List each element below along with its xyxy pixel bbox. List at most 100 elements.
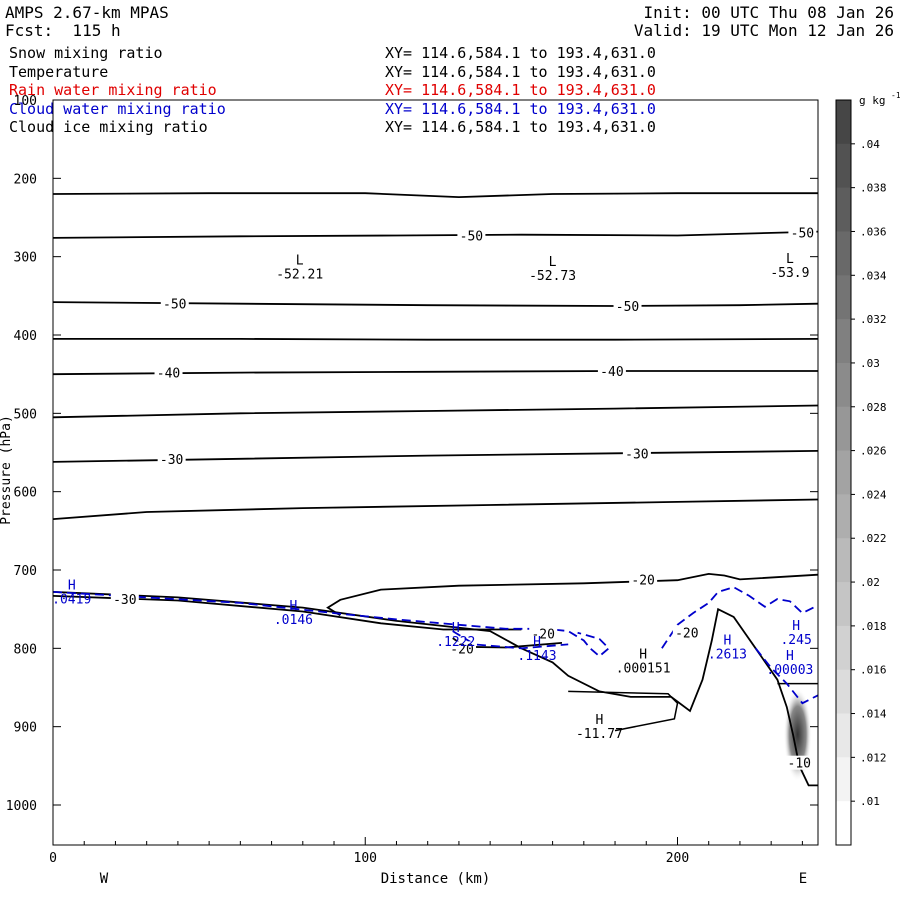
contour-label: -20 (631, 573, 654, 588)
contour-label: -40 (600, 365, 623, 380)
extremum-mark: L (296, 253, 304, 268)
y-tick-label: 400 (14, 329, 37, 344)
extremum-value: -52.21 (276, 267, 323, 282)
y-tick-label: 800 (14, 642, 37, 657)
colorbar-band (836, 757, 851, 802)
colorbar-band (836, 362, 851, 408)
colorbar-tick-label: .026 (860, 445, 887, 458)
colorbar-tick-label: .036 (860, 225, 887, 238)
colorbar-band (836, 231, 851, 276)
init-time: Init: 00 UTC Thu 08 Jan 26 (643, 3, 894, 22)
colorbar-tick-label: .03 (860, 357, 880, 370)
extremum-mark: H (290, 599, 298, 614)
colorbar-band (836, 406, 851, 452)
x-axis-label: Distance (km) (381, 871, 491, 887)
extremum-value: .1143 (517, 649, 556, 664)
contour-label-bg (160, 296, 189, 311)
colorbar-tick-label: .034 (860, 269, 887, 282)
temperature-contour (52, 192, 818, 199)
contour-label-bg (672, 625, 701, 640)
extremum-mark: L (549, 255, 557, 270)
contour-label: -50 (163, 298, 186, 313)
temperature-contour (52, 595, 522, 631)
extremum-value: .000151 (616, 661, 671, 676)
colorbar-band (836, 187, 851, 232)
contour-label: -50 (616, 300, 639, 315)
field-name: Rain water mixing ratio (9, 81, 217, 99)
colorbar-tick-label: .018 (860, 620, 887, 633)
colorbar-band (836, 582, 851, 627)
temperature-contour (52, 230, 819, 239)
temperature-contour (52, 498, 819, 520)
extremum-mark: H (68, 579, 76, 594)
y-tick-label: 600 (14, 486, 37, 501)
colorbar-band (836, 143, 851, 189)
colorbar-tick-label: .014 (860, 708, 887, 721)
contour-label: -10 (788, 757, 811, 772)
colorbar-frame (835, 99, 852, 846)
extremum-value: -52.73 (529, 269, 576, 284)
contour-label-bg (457, 228, 486, 243)
temperature-contour (52, 301, 819, 307)
plot-frame (52, 99, 819, 846)
colorbar-tick-label: .028 (860, 401, 887, 414)
cloud-water-contour (754, 647, 819, 705)
west-label: W (100, 871, 109, 887)
cloud-water-contour (452, 630, 569, 650)
contour-label: -30 (160, 453, 183, 468)
colorbar-band (836, 100, 851, 145)
temperature-contour (52, 404, 819, 419)
contour-label-bg (613, 299, 642, 314)
contour-label-bg (448, 641, 477, 656)
colorbar-band (836, 625, 851, 671)
model-title: AMPS 2.67-km MPAS (5, 3, 169, 22)
extremum-mark: L (786, 252, 794, 267)
field-xy-range: XY= 114.6,584.1 to 193.4,631.0 (385, 62, 656, 81)
colorbar-unit-exponent: -1 (891, 91, 900, 100)
field-xy-range: XY= 114.6,584.1 to 193.4,631.0 (385, 81, 656, 99)
colorbar-tick-label: .032 (860, 313, 887, 326)
contour-label: -50 (791, 226, 814, 241)
extremum-value: .00003 (766, 663, 813, 678)
y-tick-label: 200 (14, 172, 37, 187)
field-name: Temperature (9, 62, 109, 81)
temperature-contour (568, 690, 679, 732)
y-tick-label: 1000 (6, 799, 37, 814)
x-tick-label: 200 (666, 851, 689, 866)
colorbar-band (836, 669, 851, 715)
contour-label: -40 (157, 367, 180, 382)
extremum-value: -11.77 (576, 727, 623, 742)
colorbar-band (836, 801, 851, 846)
east-label: E (799, 871, 807, 887)
field-name: Cloud ice mixing ratio (9, 118, 208, 136)
extremum-mark: H (639, 647, 647, 662)
y-tick-label: 100 (14, 94, 37, 109)
colorbar-band (836, 319, 851, 364)
colorbar-unit: g kg (859, 94, 886, 107)
field-xy-range: XY= 114.6,584.1 to 193.4,631.0 (385, 44, 656, 62)
extremum-mark: H (596, 713, 604, 728)
contour-label: -20 (531, 627, 554, 642)
colorbar-tick-label: .024 (860, 488, 887, 501)
y-tick-label: 900 (14, 721, 37, 736)
colorbar-band (836, 538, 851, 583)
colorbar-tick-label: .012 (860, 751, 887, 764)
valid-time: Valid: 19 UTC Mon 12 Jan 26 (633, 21, 894, 40)
contour-label-bg (110, 591, 139, 606)
colorbar-band (836, 275, 851, 320)
contour-label: -30 (625, 447, 648, 462)
contour-label-bg (629, 572, 658, 587)
contour-label: -50 (460, 230, 483, 245)
x-tick-label: 0 (49, 851, 57, 866)
extremum-mark: H (786, 649, 794, 664)
contour-label: -30 (113, 593, 136, 608)
colorbar-tick-label: .01 (860, 795, 880, 808)
contour-label-bg (157, 451, 186, 466)
contour-label: -20 (675, 627, 698, 642)
colorbar-band (836, 494, 851, 539)
extremum-mark: H (724, 633, 732, 648)
field-name: Cloud water mixing ratio (9, 99, 226, 118)
colorbar-tick-label: .016 (860, 664, 887, 677)
contour-label: -20 (450, 642, 473, 657)
